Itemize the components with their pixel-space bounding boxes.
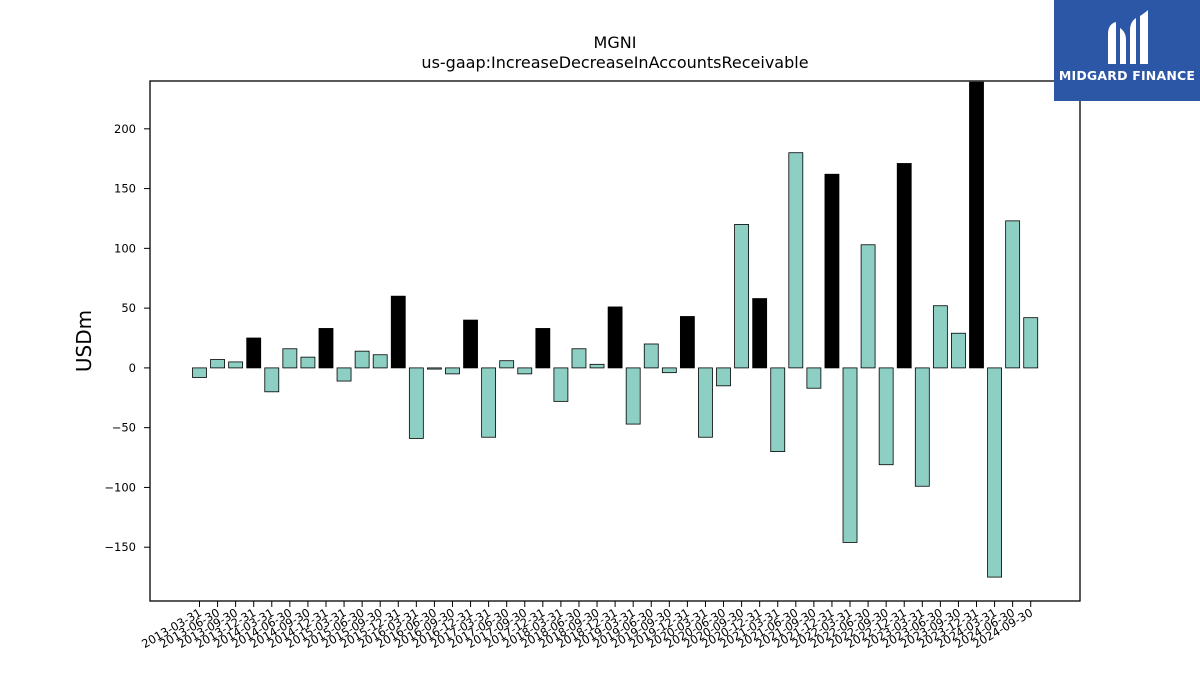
bar-2024-09-30 — [1023, 317, 1039, 369]
bar-2016-12-31 — [463, 319, 478, 369]
bar-2024-03-31 — [987, 367, 1002, 578]
bar-2023-09-30 — [951, 332, 966, 369]
bar-2013-09-30 — [228, 361, 244, 369]
bar-2015-06-30 — [354, 350, 370, 369]
bar-2015-12-31 — [390, 295, 406, 369]
bar-2020-12-31 — [752, 298, 768, 369]
bar-2014-12-31 — [318, 328, 334, 369]
bar-2021-09-30 — [806, 367, 822, 389]
y-tick-label: 100 — [114, 241, 136, 255]
bar-2020-06-30 — [716, 367, 731, 387]
plot-frame — [149, 80, 1081, 602]
chart-title: MGNI — [594, 33, 637, 52]
bar-2019-06-30 — [643, 343, 659, 369]
bar-2023-12-31 — [969, 81, 984, 369]
bar-2018-12-31 — [607, 306, 623, 369]
bar-2018-06-30 — [571, 348, 587, 369]
bar-2023-06-30 — [932, 305, 948, 369]
bar-2021-03-31 — [770, 367, 786, 452]
bar-2017-03-31 — [481, 367, 497, 438]
bar-2014-09-30 — [300, 356, 316, 369]
y-axis-ticks: −150 −100 −50 0 50 100 150 200 — [104, 122, 150, 554]
bar-2016-03-31 — [408, 367, 424, 439]
y-tick-label: 0 — [129, 361, 136, 375]
y-tick-label: 200 — [114, 122, 136, 136]
bar-2021-06-30 — [788, 152, 804, 369]
bar-2019-03-31 — [625, 367, 641, 425]
chart-subtitle: us-gaap:IncreaseDecreaseInAccountsReceiv… — [421, 53, 808, 72]
bar-2022-03-31 — [842, 367, 858, 543]
bar-2022-09-30 — [878, 367, 894, 466]
bar-2019-12-31 — [679, 316, 695, 369]
bar-2015-09-30 — [372, 354, 388, 369]
bar-2013-06-30 — [210, 359, 225, 369]
bar-2020-09-30 — [734, 224, 749, 369]
y-tick-label: 50 — [121, 301, 136, 315]
y-tick-label: 150 — [114, 182, 136, 196]
bar-2015-03-31 — [336, 367, 352, 382]
bar-2023-03-31 — [914, 367, 930, 487]
bar-2017-09-30 — [517, 367, 533, 375]
bar-2018-09-30 — [589, 363, 605, 369]
y-tick-label: −50 — [112, 421, 136, 435]
bar-2021-12-31 — [824, 173, 840, 369]
y-tick-label: −100 — [104, 480, 136, 494]
bar-2013-03-31 — [192, 367, 207, 378]
bar-2020-03-31 — [698, 367, 713, 438]
y-axis-label: USDm — [72, 310, 96, 372]
bar-2016-09-30 — [445, 367, 460, 375]
bar-2016-06-30 — [427, 367, 442, 370]
x-axis-ticks: 2013-03-312013-06-302013-09-302013-12-31… — [139, 601, 1035, 651]
bar-2017-12-31 — [535, 328, 551, 369]
bar-2024-06-30 — [1005, 220, 1021, 369]
bar-2017-06-30 — [499, 360, 515, 369]
bar-2013-12-31 — [246, 337, 262, 369]
midgard-logo-icon — [1108, 10, 1148, 64]
bar-2014-06-30 — [282, 348, 298, 369]
bar-2022-06-30 — [860, 244, 876, 369]
bar-2018-03-31 — [553, 367, 569, 402]
brand-logo: MIDGARD FINANCE — [1054, 0, 1200, 101]
bar-2014-03-31 — [264, 367, 280, 393]
bar-2019-09-30 — [661, 367, 677, 374]
brand-name: MIDGARD FINANCE — [1058, 68, 1196, 83]
bars-group — [192, 81, 1039, 578]
y-tick-label: −150 — [104, 540, 136, 554]
bar-2022-12-31 — [896, 163, 912, 369]
